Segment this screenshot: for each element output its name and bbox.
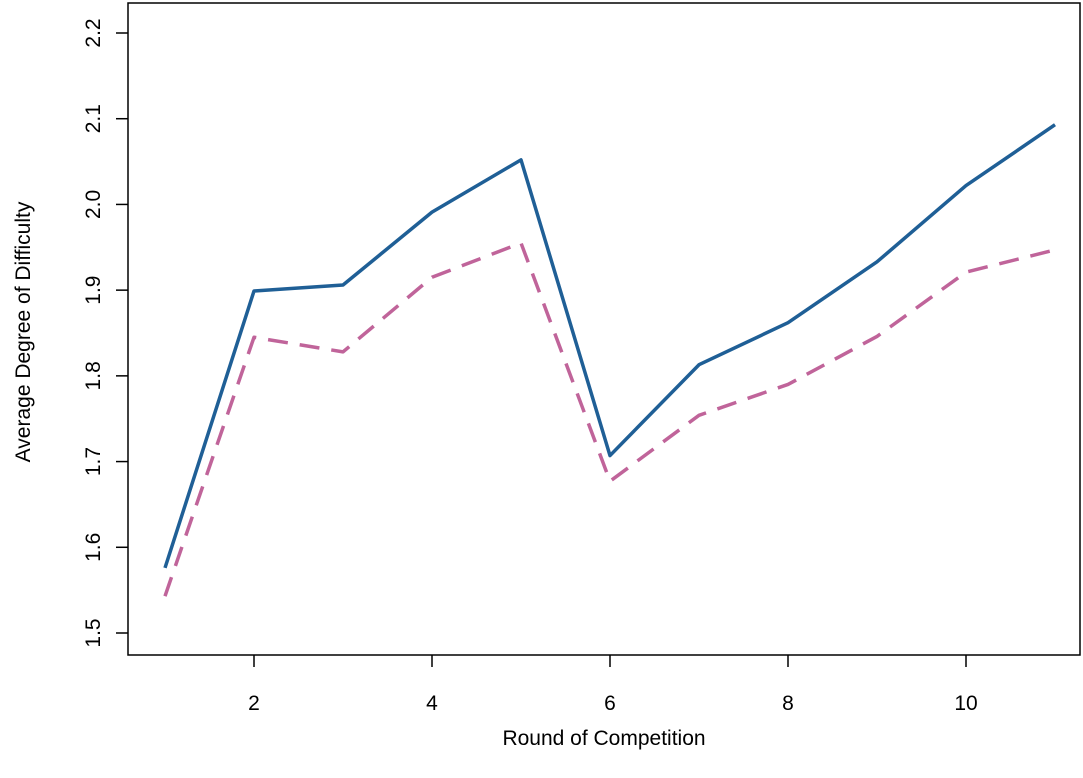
- y-tick-label: 2.1: [82, 104, 105, 133]
- plot-box: [127, 2, 1081, 656]
- series-layer: [163, 123, 1056, 597]
- y-tick-label: 1.9: [82, 276, 105, 305]
- x-tick-label: 2: [248, 692, 260, 715]
- series-line-1: [163, 123, 1056, 569]
- x-tick-label: 8: [782, 692, 794, 715]
- y-axis: 1.5 1.6 1.7 1.8 1.9 2.0 2.1 2.2: [82, 18, 128, 648]
- y-tick-label: 1.8: [82, 361, 105, 390]
- y-tick-label: 2.2: [82, 18, 105, 47]
- x-axis: 2 4 6 8 10: [248, 655, 978, 715]
- y-tick-label: 2.0: [82, 190, 105, 219]
- x-tick-label: 10: [954, 692, 977, 715]
- series-line-2: [163, 241, 1056, 597]
- x-axis-title: Round of Competition: [502, 727, 705, 750]
- y-tick-label: 1.7: [82, 447, 105, 476]
- x-tick-label: 6: [604, 692, 616, 715]
- x-tick-label: 4: [426, 692, 438, 715]
- y-tick-label: 1.5: [82, 618, 105, 647]
- y-axis-title: Average Degree of Difficulty: [12, 201, 35, 462]
- y-tick-label: 1.6: [82, 533, 105, 562]
